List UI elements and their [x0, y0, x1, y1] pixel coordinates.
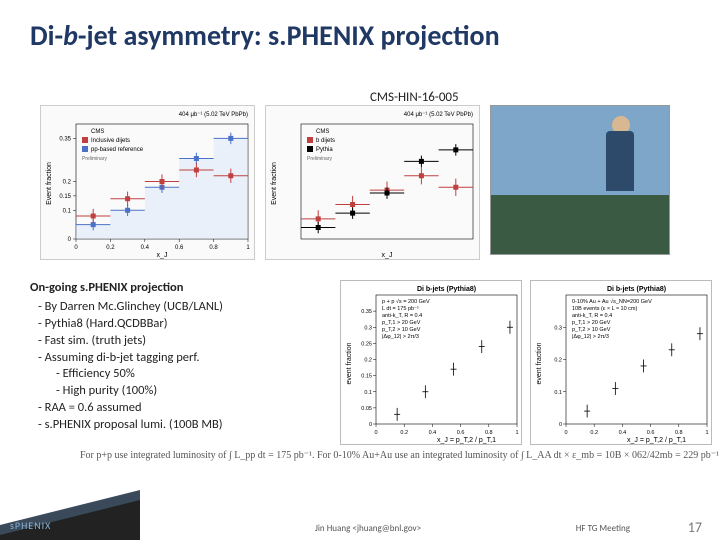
- svg-text:x_J = p_T,2 / p_T,1: x_J = p_T,2 / p_T,1: [627, 437, 686, 444]
- svg-text:0.3: 0.3: [364, 325, 372, 331]
- chart-projection-pp: Di b-jets (Pythia8) event fraction x_J = p…: [340, 280, 522, 445]
- svg-text:1: 1: [246, 245, 250, 251]
- photo-body: [606, 131, 634, 191]
- cms-ref: CMS-HIN-16-005: [370, 90, 459, 105]
- svg-text:0.25: 0.25: [361, 341, 372, 347]
- svg-text:p_T,2 > 10 GeV: p_T,2 > 10 GeV: [382, 327, 421, 333]
- svg-text:0.3: 0.3: [554, 325, 562, 331]
- svg-text:0.35: 0.35: [361, 309, 372, 315]
- ongoing-item: Pythia8 (Hard.QCDBBar): [38, 316, 330, 333]
- svg-text:0.1: 0.1: [554, 390, 562, 396]
- svg-text:0.4: 0.4: [141, 245, 150, 251]
- svg-text:1: 1: [705, 430, 708, 436]
- svg-text:0.8: 0.8: [209, 245, 218, 251]
- svg-text:0.2: 0.2: [106, 245, 115, 251]
- ongoing-item: Fast sim. (truth jets): [38, 333, 330, 350]
- svg-text:pp-based reference: pp-based reference: [91, 147, 144, 153]
- svg-text:event fraction: event fraction: [536, 342, 543, 384]
- lumi-formula: For p+p use integrated luminosity of ∫ L…: [80, 450, 719, 461]
- footer-meeting: HF TG Meeting: [576, 523, 630, 534]
- svg-text:0.2: 0.2: [590, 430, 598, 436]
- svg-text:Inclusive dijets: Inclusive dijets: [91, 138, 130, 144]
- title-pre: Di-: [30, 18, 63, 53]
- ongoing-list: By Darren Mc.Glinchey (UCB/LANL) Pythia8…: [30, 299, 330, 434]
- svg-text:anti-k_T, R = 0.4: anti-k_T, R = 0.4: [572, 313, 612, 319]
- chart-inclusive-dijets: 404 μb⁻¹ (5.02 TeV PbPb) Event fraction x_…: [40, 105, 255, 260]
- svg-text:0.15: 0.15: [361, 374, 372, 380]
- svg-text:0.2: 0.2: [63, 180, 72, 186]
- ongoing-item: RAA = 0.6 assumed: [38, 400, 330, 417]
- svg-text:p_T,2 > 10 GeV: p_T,2 > 10 GeV: [572, 327, 611, 333]
- svg-text:0-10% Au + Au √s_NN=200 GeV: 0-10% Au + Au √s_NN=200 GeV: [572, 298, 652, 305]
- sphenix-logo: sPHENIX: [10, 519, 51, 532]
- svg-text:|Δφ_12| > 2π/3: |Δφ_12| > 2π/3: [572, 334, 609, 340]
- footer-author: Jin Huang <jhuang@bnl.gov>: [315, 523, 421, 534]
- projection-charts: Di b-jets (Pythia8) event fraction x_J = p…: [340, 280, 712, 445]
- page-number: 17: [688, 519, 702, 536]
- svg-text:Event fraction: Event fraction: [271, 162, 278, 205]
- ongoing-subitem: High purity (100%): [56, 383, 330, 400]
- svg-text:Di b-jets (Pythia8): Di b-jets (Pythia8): [607, 286, 666, 293]
- svg-text:p_T,1 > 20 GeV: p_T,1 > 20 GeV: [382, 320, 421, 326]
- svg-text:x_J: x_J: [157, 252, 168, 259]
- svg-text:0.8: 0.8: [485, 430, 493, 436]
- ongoing-block: On-going s.PHENIX projection By Darren M…: [30, 280, 330, 434]
- svg-text:anti-k_T, R = 0.4: anti-k_T, R = 0.4: [382, 313, 422, 319]
- svg-text:0.4: 0.4: [429, 430, 437, 436]
- svg-text:0.6: 0.6: [175, 245, 184, 251]
- svg-text:CMS: CMS: [91, 129, 104, 135]
- svg-text:0: 0: [74, 245, 78, 251]
- svg-text:0.6: 0.6: [457, 430, 465, 436]
- svg-text:event fraction: event fraction: [346, 342, 353, 384]
- svg-text:0.2: 0.2: [364, 358, 372, 364]
- ongoing-subitem: Efficiency 50%: [56, 366, 330, 383]
- svg-text:0: 0: [564, 430, 567, 436]
- chart-b-dijets: 404 μb⁻¹ (5.02 TeV PbPb) Event fraction x_…: [265, 105, 480, 260]
- svg-text:10B events (ε × L ≈ 10 cm): 10B events (ε × L ≈ 10 cm): [572, 306, 638, 312]
- svg-text:Pythia: Pythia: [316, 147, 333, 153]
- slide-title: Di-b-jet asymmetry: s.PHENIX projection: [30, 18, 500, 53]
- title-it: b: [63, 18, 78, 53]
- svg-text:404 μb⁻¹ (5.02 TeV PbPb): 404 μb⁻¹ (5.02 TeV PbPb): [179, 112, 248, 118]
- svg-text:b dijets: b dijets: [316, 138, 335, 144]
- svg-text:0.6: 0.6: [647, 430, 655, 436]
- svg-text:0.15: 0.15: [59, 194, 71, 200]
- svg-text:0.1: 0.1: [364, 390, 372, 396]
- svg-text:0: 0: [559, 422, 562, 428]
- person-photo: [490, 105, 670, 255]
- svg-text:CMS: CMS: [316, 129, 329, 135]
- svg-text:0: 0: [374, 430, 377, 436]
- svg-text:0: 0: [68, 237, 72, 243]
- ongoing-item: By Darren Mc.Glinchey (UCB/LANL): [38, 299, 330, 316]
- svg-text:1: 1: [515, 430, 518, 436]
- ongoing-item: Assuming di-b-jet tagging perf.: [38, 350, 330, 367]
- svg-text:0: 0: [369, 422, 372, 428]
- svg-text:Preliminary: Preliminary: [82, 156, 108, 162]
- svg-text:0.1: 0.1: [63, 208, 72, 214]
- svg-text:x_J: x_J: [382, 252, 393, 259]
- svg-text:0.05: 0.05: [361, 406, 372, 412]
- svg-text:Di b-jets (Pythia8): Di b-jets (Pythia8): [417, 286, 476, 293]
- chart-projection-auau: Di b-jets (Pythia8) event fraction x_J = p…: [530, 280, 712, 445]
- svg-text:0.2: 0.2: [554, 358, 562, 364]
- svg-text:Event fraction: Event fraction: [46, 162, 53, 205]
- svg-text:0.35: 0.35: [59, 136, 71, 142]
- svg-text:p + p √s = 200 GeV: p + p √s = 200 GeV: [382, 298, 430, 305]
- svg-text:0.8: 0.8: [675, 430, 683, 436]
- svg-text:0.4: 0.4: [619, 430, 627, 436]
- svg-text:0.2: 0.2: [400, 430, 408, 436]
- svg-text:L dt = 175 pb⁻¹: L dt = 175 pb⁻¹: [382, 306, 419, 312]
- svg-text:x_J = p_T,2 / p_T,1: x_J = p_T,2 / p_T,1: [437, 437, 496, 444]
- svg-text:p_T,1 > 20 GeV: p_T,1 > 20 GeV: [572, 320, 611, 326]
- svg-text:Preliminary: Preliminary: [307, 156, 333, 162]
- top-charts-row: 404 μb⁻¹ (5.02 TeV PbPb) Event fraction x_…: [40, 105, 670, 260]
- svg-text:404 μb⁻¹ (5.02 TeV PbPb): 404 μb⁻¹ (5.02 TeV PbPb): [404, 112, 473, 118]
- svg-text:|Δφ_12| > 2π/3: |Δφ_12| > 2π/3: [382, 334, 419, 340]
- ongoing-item: s.PHENIX proposal lumi. (100B MB): [38, 417, 330, 434]
- title-post: -jet asymmetry: s.PHENIX projection: [78, 18, 500, 53]
- ongoing-heading: On-going s.PHENIX projection: [30, 280, 330, 297]
